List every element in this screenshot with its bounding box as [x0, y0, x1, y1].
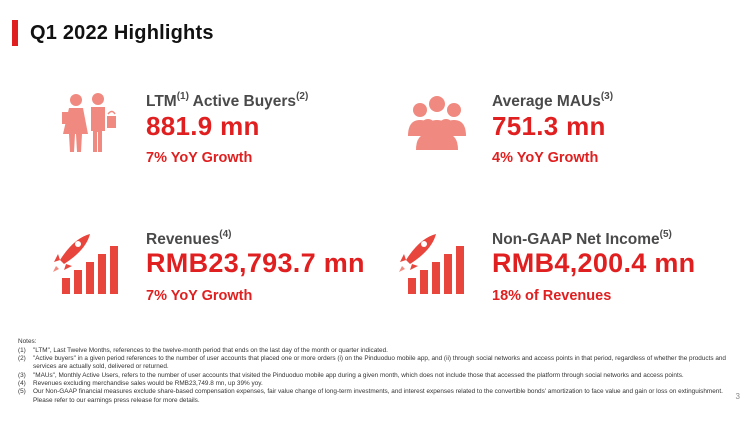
metric-subtext: 7% YoY Growth: [146, 150, 253, 166]
footnote-item: (3) "MAUs", Monthly Active Users, refers…: [18, 372, 738, 380]
footnote-number: (1): [18, 346, 26, 354]
shoppers-icon: [52, 92, 132, 152]
rocket-growth-icon: [52, 230, 132, 294]
title-accent-bar: [12, 20, 18, 46]
footnote-item: (1) "LTM", Last Twelve Months, reference…: [18, 347, 738, 355]
metric-label: Average MAUs(3): [492, 91, 614, 111]
footnote-item: (2) "Active buyers" in a given period re…: [18, 355, 738, 372]
footnote-text: "Active buyers" in a given period refere…: [33, 355, 726, 371]
rocket-growth-icon: [398, 230, 478, 294]
metric-label: Non-GAAP Net Income(5): [492, 229, 672, 249]
metric-subtext: 18% of Revenues: [492, 288, 612, 304]
footnote-number: (4): [18, 379, 26, 387]
footnote-text: Our Non-GAAP financial measures exclude …: [33, 388, 723, 404]
footnote-text: Revenues excluding merchandise sales wou…: [33, 379, 263, 387]
metric-value: RMB23,793.7 mn: [146, 248, 365, 278]
footnotes-title: Notes:: [18, 338, 37, 345]
footnote-number: (5): [18, 388, 26, 396]
users-group-icon: [398, 92, 478, 152]
metric-subtext: 7% YoY Growth: [146, 288, 253, 304]
footnote-item: (4) Revenues excluding merchandise sales…: [18, 380, 738, 388]
metric-value: 881.9 mn: [146, 111, 260, 141]
metric-label: Revenues(4): [146, 229, 232, 249]
footnote-number: (2): [18, 355, 26, 363]
metric-value: 751.3 mn: [492, 111, 606, 141]
footnote-item: (5) Our Non-GAAP financial measures excl…: [18, 388, 738, 405]
metric-label: LTM(1) Active Buyers(2): [146, 91, 309, 111]
page-title: Q1 2022 Highlights: [30, 22, 214, 44]
page-number: 3: [735, 392, 740, 401]
footnotes: Notes: (1) "LTM", Last Twelve Months, re…: [18, 338, 738, 405]
metric-value: RMB4,200.4 mn: [492, 248, 696, 278]
footnote-text: "LTM", Last Twelve Months, references to…: [33, 346, 388, 354]
footnote-text: "MAUs", Monthly Active Users, refers to …: [33, 371, 684, 379]
metric-subtext: 4% YoY Growth: [492, 150, 599, 166]
footnote-number: (3): [18, 371, 26, 379]
